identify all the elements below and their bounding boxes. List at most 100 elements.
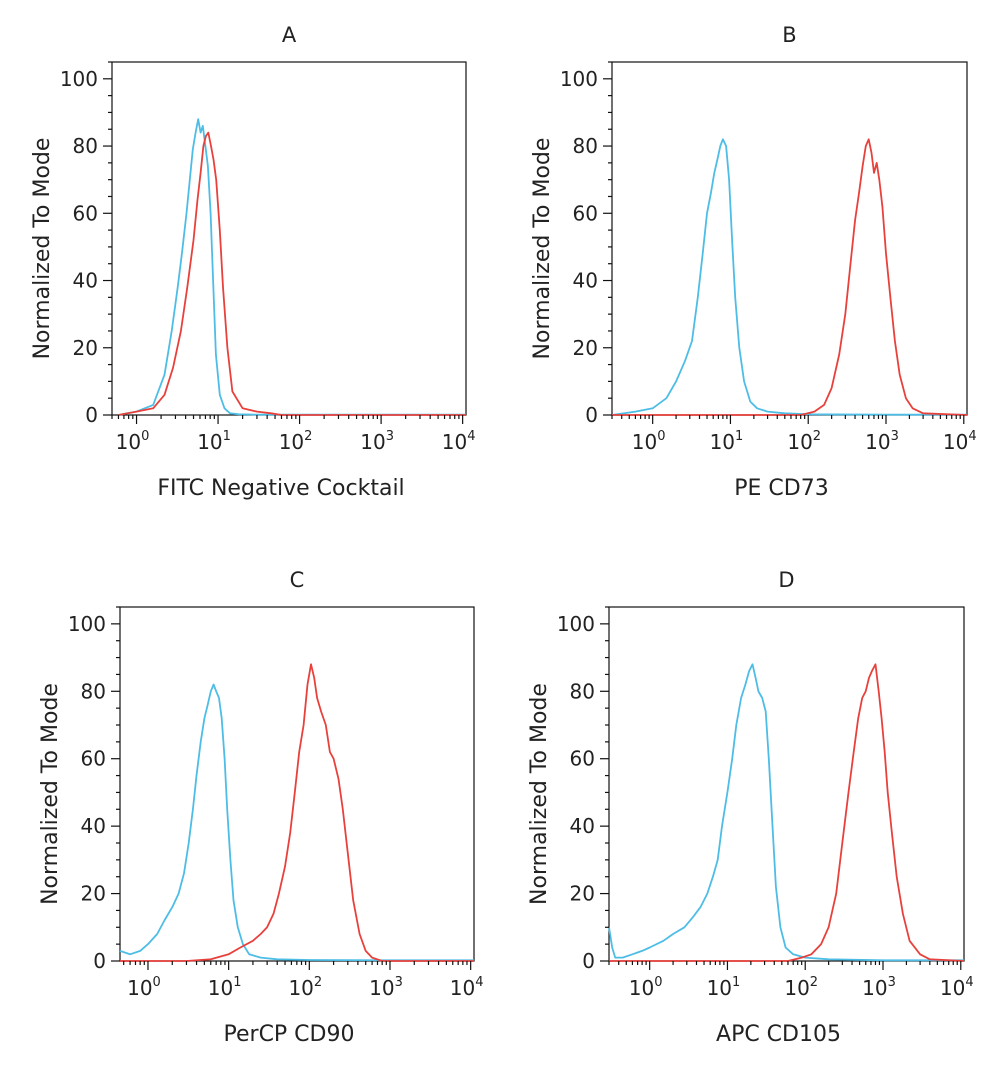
panel-title: C <box>290 568 305 592</box>
x-tick-exponent: 4 <box>475 975 483 990</box>
red-histogram-line <box>118 131 466 416</box>
y-tick-label: 100 <box>68 612 106 636</box>
x-tick-label: 101 <box>197 429 231 454</box>
y-tick-label: 100 <box>557 612 595 636</box>
y-tick-label: 40 <box>570 814 595 838</box>
x-tick-exponent: 1 <box>732 975 740 990</box>
x-tick-label: 103 <box>360 429 394 454</box>
x-tick-exponent: 1 <box>223 429 231 444</box>
x-tick-label: 104 <box>442 429 476 454</box>
y-tick-label: 40 <box>73 269 98 293</box>
x-tick-base: 10 <box>360 430 385 454</box>
x-tick-exponent: 3 <box>888 975 896 990</box>
y-tick-label: 80 <box>73 134 98 158</box>
plot-frame <box>608 606 965 962</box>
y-tick-label: 60 <box>573 201 598 225</box>
x-axis-label: PE CD73 <box>734 476 828 501</box>
x-tick-exponent: 4 <box>965 975 973 990</box>
blue-histogram-line <box>118 118 466 416</box>
x-axis-label: APC CD105 <box>716 1022 841 1047</box>
x-tick-base: 10 <box>707 976 732 1000</box>
x-tick-base: 10 <box>197 430 222 454</box>
y-tick-label: 80 <box>573 134 598 158</box>
panel-title: B <box>782 23 796 47</box>
plot-frame <box>611 61 968 416</box>
x-tick-exponent: 4 <box>467 429 475 444</box>
y-tick-label: 40 <box>573 269 598 293</box>
x-tick-label: 103 <box>369 975 403 1000</box>
x-tick-base: 10 <box>865 430 890 454</box>
x-axis-label: PerCP CD90 <box>224 1022 355 1047</box>
y-tick-label: 100 <box>560 67 598 91</box>
x-axis-label: FITC Negative Cocktail <box>157 476 404 501</box>
y-tick-label: 40 <box>81 814 106 838</box>
plot-frame <box>111 61 467 416</box>
y-axis-label: Normalized To Mode <box>530 138 555 360</box>
y-tick-label: 60 <box>73 201 98 225</box>
blue-histogram-line <box>608 663 964 962</box>
x-tick-label: 102 <box>279 429 313 454</box>
x-tick-base: 10 <box>632 430 657 454</box>
x-tick-exponent: 2 <box>304 429 312 444</box>
blue-histogram-line <box>119 683 474 962</box>
x-tick-exponent: 1 <box>233 975 241 990</box>
red-histogram-line <box>609 663 965 962</box>
x-tick-exponent: 2 <box>314 975 322 990</box>
x-tick-label: 102 <box>784 975 818 1000</box>
y-tick-label: 80 <box>81 679 106 703</box>
y-tick-label: 80 <box>570 679 595 703</box>
x-tick-label: 100 <box>629 975 663 1000</box>
y-tick-label: 0 <box>85 403 98 427</box>
x-tick-label: 102 <box>288 975 322 1000</box>
x-tick-label: 102 <box>787 429 821 454</box>
x-tick-label: 104 <box>940 975 974 1000</box>
y-axis-label: Normalized To Mode <box>30 138 55 360</box>
x-tick-exponent: 0 <box>657 429 665 444</box>
y-tick-label: 20 <box>73 336 98 360</box>
y-tick-label: 20 <box>570 882 595 906</box>
red-histogram-line <box>612 138 968 416</box>
x-tick-label: 101 <box>707 975 741 1000</box>
y-axis-label: Normalized To Mode <box>527 683 552 905</box>
panel-title: D <box>778 568 794 592</box>
y-tick-label: 60 <box>81 747 106 771</box>
y-tick-label: 20 <box>573 336 598 360</box>
x-tick-base: 10 <box>208 976 233 1000</box>
x-tick-label: 103 <box>865 429 899 454</box>
y-tick-label: 0 <box>585 403 598 427</box>
x-tick-base: 10 <box>279 430 304 454</box>
x-tick-base: 10 <box>288 976 313 1000</box>
x-tick-label: 100 <box>632 429 666 454</box>
red-histogram-line <box>120 663 474 962</box>
x-tick-base: 10 <box>787 430 812 454</box>
plot-frame <box>119 606 475 962</box>
x-tick-exponent: 0 <box>141 429 149 444</box>
x-tick-base: 10 <box>629 976 654 1000</box>
x-tick-base: 10 <box>710 430 735 454</box>
x-tick-label: 103 <box>862 975 896 1000</box>
x-tick-exponent: 4 <box>968 429 976 444</box>
x-tick-base: 10 <box>943 430 968 454</box>
x-tick-exponent: 0 <box>153 975 161 990</box>
x-tick-label: 104 <box>450 975 484 1000</box>
x-tick-base: 10 <box>369 976 394 1000</box>
x-tick-exponent: 3 <box>891 429 899 444</box>
x-tick-exponent: 1 <box>735 429 743 444</box>
x-tick-label: 101 <box>710 429 744 454</box>
x-tick-label: 100 <box>127 975 161 1000</box>
x-tick-label: 101 <box>208 975 242 1000</box>
y-axis-label: Normalized To Mode <box>38 683 63 905</box>
x-tick-exponent: 3 <box>395 975 403 990</box>
x-tick-base: 10 <box>450 976 475 1000</box>
x-tick-base: 10 <box>784 976 809 1000</box>
x-tick-label: 104 <box>943 429 977 454</box>
panel-title: A <box>282 23 297 47</box>
x-tick-exponent: 3 <box>386 429 394 444</box>
y-tick-label: 100 <box>60 67 98 91</box>
x-tick-base: 10 <box>127 976 152 1000</box>
x-tick-exponent: 2 <box>810 975 818 990</box>
y-tick-label: 60 <box>570 747 595 771</box>
